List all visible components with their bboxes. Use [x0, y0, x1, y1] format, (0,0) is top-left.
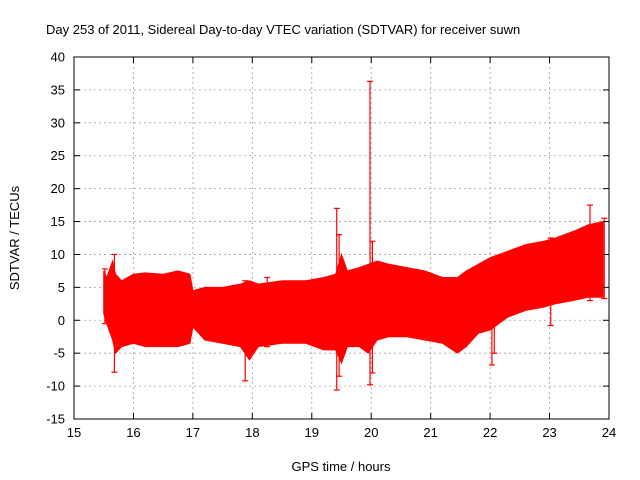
series-band: [103, 220, 604, 365]
y-tick-label: 40: [51, 50, 65, 65]
x-tick-label: 16: [126, 425, 140, 440]
x-axis-label: GPS time / hours: [292, 459, 391, 474]
y-tick-label: 10: [51, 247, 65, 262]
y-tick-label: -10: [46, 379, 65, 394]
x-tick-label: 21: [423, 425, 437, 440]
plot-frame: [73, 56, 610, 420]
x-tick-label: 18: [245, 425, 259, 440]
y-tick-label: 25: [51, 148, 65, 163]
y-tick-label: 20: [51, 181, 65, 196]
y-tick-label: 15: [51, 214, 65, 229]
y-tick-label: 5: [58, 280, 65, 295]
x-tick-label: 17: [186, 425, 200, 440]
y-tick-label: 35: [51, 82, 65, 97]
data-series: [103, 220, 604, 365]
x-tick-label: 19: [305, 425, 319, 440]
y-axis-ticks: -15 -10 -5 0 5 10 15 20 25 30 35 40: [46, 50, 609, 427]
y-tick-label: -5: [53, 346, 65, 361]
grid-lines: [74, 57, 609, 419]
x-tick-label: 15: [67, 425, 81, 440]
y-tick-label: 0: [58, 313, 65, 328]
x-axis-ticks: 15 16 17 18 19 20 21 22 23 24: [67, 57, 616, 440]
y-tick-label: -15: [46, 412, 65, 427]
chart-title: Day 253 of 2011, Sidereal Day-to-day VTE…: [46, 22, 520, 37]
x-tick-label: 23: [542, 425, 556, 440]
x-tick-label: 22: [483, 425, 497, 440]
spike-marks: [101, 80, 608, 391]
y-axis-label: SDTVAR / TECUs: [7, 185, 22, 290]
x-tick-label: 24: [602, 425, 616, 440]
y-tick-label: 30: [51, 115, 65, 130]
x-tick-label: 20: [364, 425, 378, 440]
